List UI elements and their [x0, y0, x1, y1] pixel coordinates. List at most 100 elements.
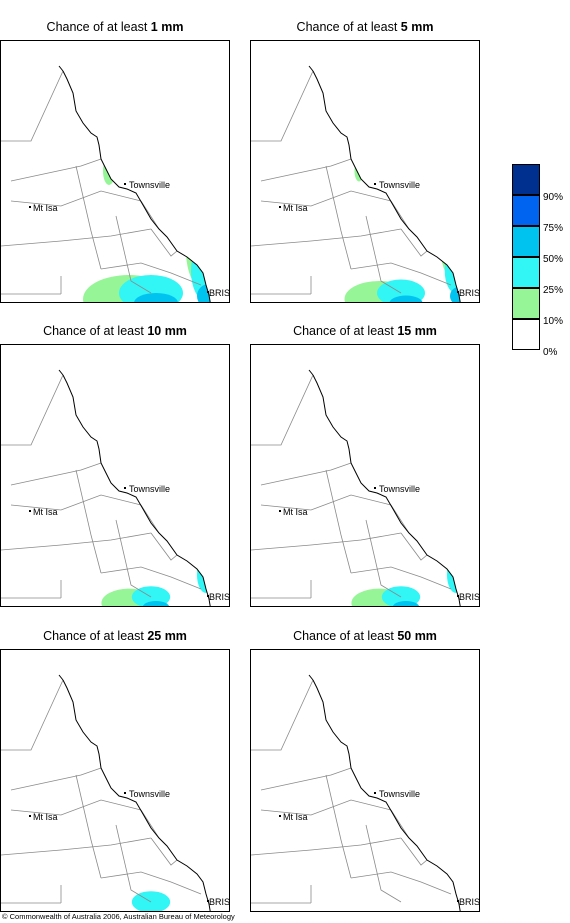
coastline: [312, 374, 461, 606]
title-threshold: 50 mm: [397, 629, 437, 643]
town-marker: [279, 206, 281, 208]
town-label-brisbane: BRIS: [209, 897, 229, 907]
town-marker: [279, 815, 281, 817]
town-label-townsville: Townsville: [129, 789, 170, 799]
town-marker: [207, 595, 209, 597]
boundary-line: [140, 504, 160, 534]
boundary-line: [10, 767, 102, 791]
rain-area: [456, 209, 465, 233]
coastline-tip: [308, 369, 314, 376]
boundary-line: [1, 532, 152, 551]
rain-area: [444, 248, 465, 294]
panel-title: Chance of at least 50 mm: [250, 629, 480, 643]
boundary-line: [251, 837, 402, 856]
legend-label-90: 90%: [543, 192, 564, 203]
rain-shading: [351, 531, 465, 606]
town-label-brisbane: BRIS: [459, 288, 479, 298]
town-label-townsville: Townsville: [129, 484, 170, 494]
town-label-brisbane: BRIS: [209, 288, 229, 298]
boundary-line: [260, 462, 352, 486]
rain-area: [205, 205, 215, 237]
legend-swatch-75: [512, 195, 540, 226]
boundary-line: [390, 809, 410, 839]
title-prefix: Chance of at least: [43, 629, 148, 643]
town-label-mt-isa: Mt Isa: [283, 507, 308, 517]
panel-title: Chance of at least 25 mm: [0, 629, 230, 643]
title-prefix: Chance of at least: [46, 20, 151, 34]
town-label-brisbane: BRIS: [459, 897, 479, 907]
map-frame: Townsville Mt Isa BRIS: [250, 40, 480, 303]
town-marker: [124, 487, 126, 489]
town-marker: [124, 792, 126, 794]
boundary-line: [260, 158, 352, 182]
rain-area: [207, 515, 215, 535]
title-threshold: 5 mm: [400, 20, 434, 34]
legend-swatch-25: [512, 257, 540, 288]
rainfall-map: Townsville Mt Isa BRIS: [251, 674, 479, 911]
map-frame: Townsville Mt Isa BRIS: [0, 40, 230, 303]
boundary-line: [1, 837, 152, 856]
coastline-tip: [308, 674, 314, 681]
town-marker: [374, 183, 376, 185]
map-frame: Townsville Mt Isa BRIS: [0, 649, 230, 912]
boundary-line: [400, 228, 428, 257]
map-frame: Townsville Mt Isa BRIS: [0, 344, 230, 607]
town-marker: [29, 510, 31, 512]
boundary-line: [260, 799, 392, 816]
title-prefix: Chance of at least: [43, 324, 148, 338]
boundary-line: [400, 837, 428, 866]
coastline-tip: [308, 65, 314, 72]
town-marker: [374, 487, 376, 489]
legend-label-10: 10%: [543, 316, 564, 327]
boundary-line: [100, 262, 202, 286]
legend-label-75: 75%: [543, 223, 564, 234]
coastline-tip: [58, 65, 64, 72]
panel-title: Chance of at least 1 mm: [0, 20, 230, 34]
town-label-townsville: Townsville: [129, 180, 170, 190]
boundary-line: [260, 767, 352, 791]
town-marker: [279, 510, 281, 512]
town-label-townsville: Townsville: [379, 180, 420, 190]
rain-area: [134, 293, 178, 302]
coastline: [312, 679, 461, 911]
boundary-line: [325, 469, 352, 574]
boundary-line: [100, 871, 202, 895]
title-threshold: 15 mm: [397, 324, 437, 338]
boundary-line: [75, 165, 102, 270]
town-label-mt-isa: Mt Isa: [33, 203, 58, 213]
boundary-line: [1, 228, 152, 247]
boundary-line: [325, 165, 352, 270]
boundary-line: [260, 190, 392, 207]
boundary-line: [115, 519, 152, 598]
boundary-line: [100, 566, 202, 590]
town-label-mt-isa: Mt Isa: [283, 812, 308, 822]
town-marker: [29, 206, 31, 208]
legend-swatch-50: [512, 226, 540, 257]
title-prefix: Chance of at least: [296, 20, 401, 34]
boundary-line: [325, 774, 352, 879]
boundary-line: [390, 504, 410, 534]
panel-title: Chance of at least 10 mm: [0, 324, 230, 338]
copyright-credit: © Commonwealth of Australia 2006, Austra…: [2, 912, 235, 921]
legend-label-0: 0%: [543, 347, 558, 358]
boundary-line: [140, 200, 160, 230]
boundary-line: [115, 215, 152, 294]
title-prefix: Chance of at least: [293, 629, 398, 643]
coastline-tip: [58, 369, 64, 376]
boundary-line: [251, 228, 402, 247]
rainfall-map: Townsville Mt Isa BRIS: [251, 369, 479, 606]
town-label-townsville: Townsville: [379, 484, 420, 494]
town-marker: [207, 900, 209, 902]
legend-label-50: 50%: [543, 254, 564, 265]
boundary-line: [350, 262, 452, 286]
title-threshold: 1 mm: [150, 20, 184, 34]
boundary-line: [390, 200, 410, 230]
boundary-line: [400, 532, 428, 561]
boundary-line: [140, 809, 160, 839]
boundary-line: [10, 494, 142, 511]
boundary-line: [75, 774, 102, 879]
coastline: [62, 679, 211, 911]
boundary-line: [1, 70, 64, 142]
rain-area: [389, 295, 423, 302]
boundary-line: [150, 228, 178, 257]
